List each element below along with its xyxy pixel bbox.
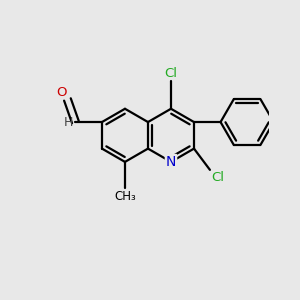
Text: O: O [56, 85, 66, 98]
Text: Cl: Cl [164, 67, 178, 80]
Text: N: N [166, 155, 176, 169]
Text: H: H [64, 116, 74, 128]
Text: CH₃: CH₃ [114, 190, 136, 202]
Text: Cl: Cl [211, 171, 224, 184]
